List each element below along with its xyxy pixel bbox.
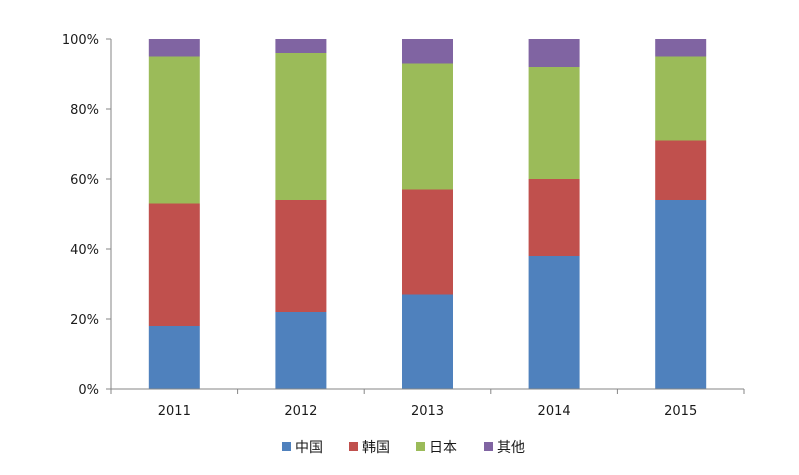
- bar-segment-2013-series-0: [402, 294, 453, 389]
- legend-label: 中国: [295, 440, 323, 456]
- x-tick-label: 2013: [411, 404, 444, 419]
- bar-segment-2014-series-1: [528, 179, 580, 256]
- bar-segment-2015-series-0: [655, 200, 707, 389]
- bar-segment-2014-series-2: [528, 67, 580, 179]
- y-tick-label: 0%: [78, 383, 99, 398]
- bar-segment-2013-series-3: [402, 39, 453, 64]
- bar-segment-2015-series-3: [655, 39, 707, 57]
- bar-segment-2015-series-1: [655, 140, 707, 200]
- bar-segment-2014-series-3: [528, 39, 580, 67]
- legend-swatch: [416, 442, 425, 451]
- bar-segment-2012-series-2: [275, 53, 327, 200]
- x-tick-label: 2012: [284, 404, 317, 419]
- bar-segment-2012-series-3: [275, 39, 327, 53]
- axes-layer: 0% 20% 40% 60% 80% 100% 2011 2012 2013 2014 2015: [62, 33, 745, 419]
- legend-swatch: [282, 442, 291, 451]
- y-tick-label: 80%: [70, 103, 99, 118]
- y-tick-label: 60%: [70, 173, 99, 188]
- bar-segment-2011-series-1: [148, 203, 200, 326]
- legend-label: 日本: [429, 440, 457, 456]
- bar-segment-2012-series-0: [275, 312, 327, 389]
- bar-segment-2015-series-2: [655, 56, 707, 141]
- legend-label: 其他: [497, 440, 525, 456]
- bar-segment-2013-series-1: [402, 189, 453, 295]
- x-tick-label: 2011: [158, 404, 191, 419]
- y-tick-label: 40%: [70, 243, 99, 258]
- x-tick-label: 2015: [664, 404, 697, 419]
- bar-segment-2011-series-0: [148, 326, 200, 389]
- legend-swatch: [484, 442, 493, 451]
- bar-segment-2013-series-2: [402, 63, 453, 190]
- y-tick-label: 20%: [70, 313, 99, 328]
- legend: 中国 韩国 日本 其他: [282, 440, 525, 456]
- bar-segment-2012-series-1: [275, 200, 327, 312]
- legend-swatch: [349, 442, 358, 451]
- bar-segment-2014-series-0: [528, 256, 580, 389]
- x-tick-label: 2014: [538, 404, 571, 419]
- legend-label: 韩国: [362, 440, 390, 456]
- y-tick-label: 100%: [62, 33, 99, 48]
- bar-segment-2011-series-3: [148, 39, 200, 57]
- bar-segment-2011-series-2: [148, 56, 200, 204]
- bars-layer: [148, 39, 707, 389]
